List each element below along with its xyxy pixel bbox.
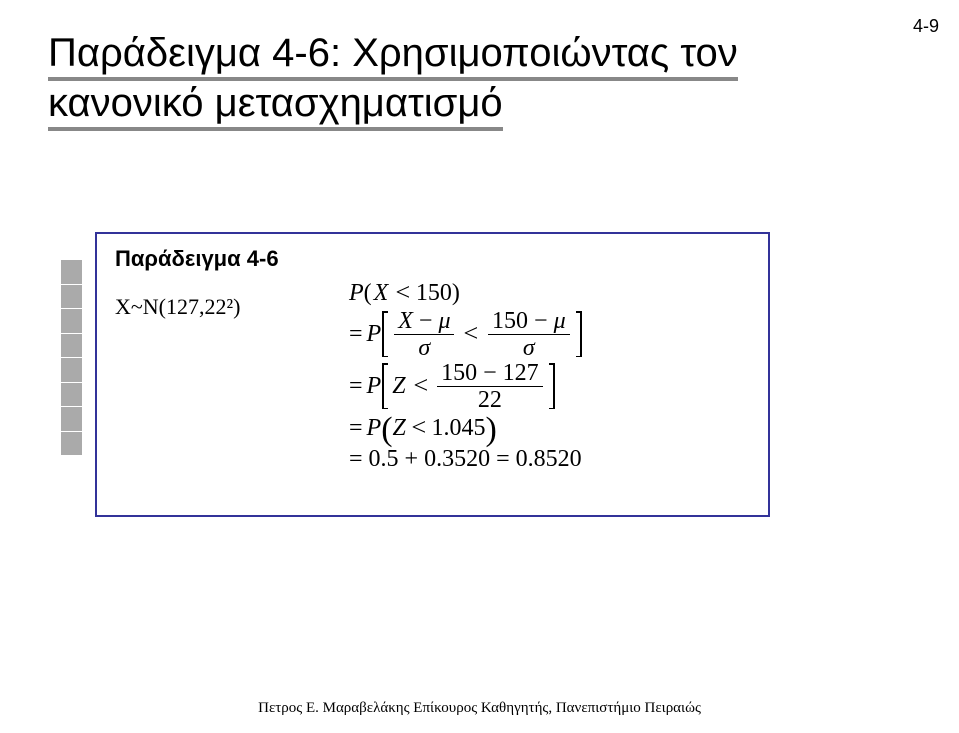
footer: Πετρος Ε. Μαραβελάκης Επίκουρος Καθηγητή… — [0, 700, 959, 717]
side-decoration — [61, 260, 82, 455]
distribution: X~N(127,22²) — [115, 294, 240, 320]
equations: P( X < 150) = P X − μ σ < 150 − μ σ — [349, 280, 583, 476]
example-box: Παράδειγμα 4-6 X~N(127,22²) P( X < 150) … — [95, 232, 770, 517]
example-label: Παράδειγμα 4-6 — [115, 246, 750, 272]
eq-line-4: = P ( Z < 1.045 ) — [349, 414, 583, 441]
title-line-2: κανονικό μετασχηματισμό — [48, 81, 503, 131]
slide: 4-9 Παράδειγμα 4-6: Χρησιμοποιώντας τον … — [0, 0, 959, 733]
eq-line-1: P( X < 150) — [349, 280, 583, 306]
eq-line-5: = 0.5 + 0.3520 = 0.8520 — [349, 446, 583, 472]
title-line-1: Παράδειγμα 4-6: Χρησιμοποιώντας τον — [48, 31, 738, 81]
eq-line-3: = P Z < 150 − 127 22 — [349, 362, 583, 410]
page-number: 4-9 — [913, 16, 939, 37]
slide-title: Παράδειγμα 4-6: Χρησιμοποιώντας τον κανο… — [48, 28, 911, 128]
eq-line-2: = P X − μ σ < 150 − μ σ — [349, 310, 583, 358]
